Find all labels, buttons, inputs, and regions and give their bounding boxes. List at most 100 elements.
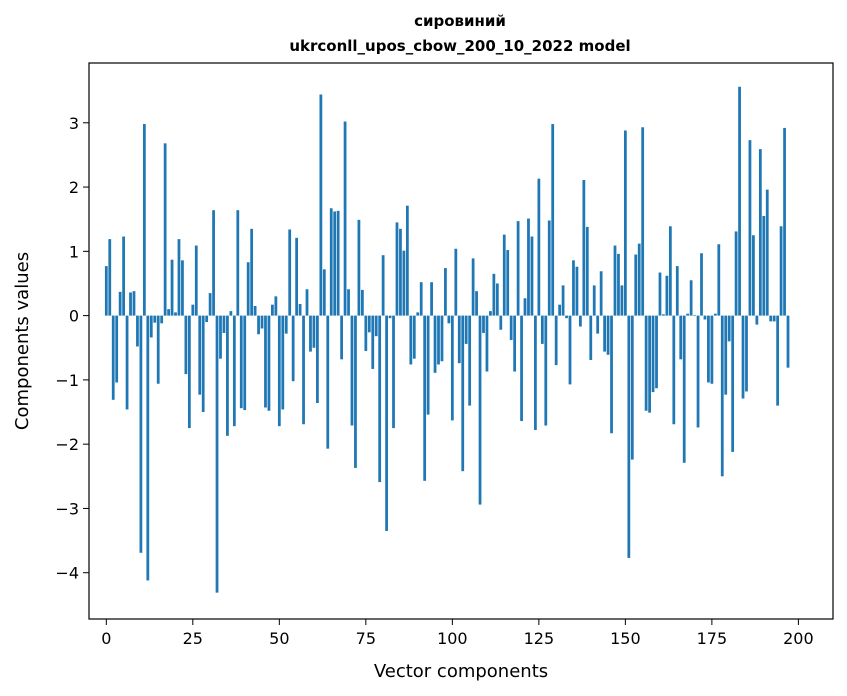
bar-149 [620, 285, 624, 316]
bar-148 [617, 253, 620, 316]
bar-125 [537, 178, 541, 316]
y-axis-ticks: −4 −3 −2 −1 0 1 2 3 [55, 114, 89, 583]
bar-178 [720, 315, 724, 477]
bar-133 [565, 315, 568, 319]
bar-134 [568, 315, 572, 385]
bar-161 [662, 314, 665, 316]
bar-32 [215, 315, 219, 593]
bar-63 [322, 269, 326, 316]
y-tick-label: 1 [69, 242, 79, 261]
bar-60 [312, 315, 316, 348]
plot-frame [88, 62, 834, 620]
bar-103 [461, 315, 465, 472]
bar-185 [745, 315, 748, 392]
bar-96 [437, 315, 440, 365]
bar-177 [717, 244, 721, 316]
bar-82 [388, 315, 392, 319]
bar-190 [762, 215, 766, 316]
bar-143 [599, 271, 603, 316]
bar-118 [513, 315, 517, 372]
bar-29 [205, 315, 209, 323]
x-tick-label: 125 [524, 629, 555, 648]
bar-73 [357, 219, 361, 316]
bar-170 [693, 314, 696, 316]
bar-145 [606, 315, 610, 355]
bar-77 [371, 315, 375, 369]
bar-95 [433, 315, 437, 373]
bar-28 [201, 315, 205, 413]
bar-21 [177, 239, 181, 316]
bar-83 [392, 315, 395, 429]
bar-111 [489, 311, 492, 316]
bar-45 [260, 315, 264, 329]
bar-36 [229, 311, 233, 316]
bar-156 [644, 315, 648, 411]
bar-24 [187, 315, 191, 429]
bar-1 [108, 239, 112, 316]
bar-81 [385, 315, 388, 531]
bar-61 [316, 315, 319, 404]
bar-141 [592, 285, 596, 316]
x-axis-label: Vector components [374, 661, 548, 682]
bar-154 [637, 243, 641, 316]
bar-193 [772, 315, 776, 322]
bar-85 [399, 228, 402, 316]
bar-136 [575, 266, 579, 316]
bar-182 [734, 231, 738, 316]
bar-16 [160, 315, 164, 324]
bar-92 [423, 315, 427, 481]
bar-42 [250, 228, 254, 316]
bar-20 [174, 312, 177, 316]
bar-39 [239, 315, 243, 409]
bar-50 [277, 315, 281, 427]
bar-5 [122, 236, 125, 316]
bar-188 [755, 315, 759, 325]
bar-55 [295, 237, 299, 316]
bar-44 [257, 315, 260, 335]
bar-123 [530, 236, 534, 316]
bar-23 [184, 315, 188, 375]
x-tick-label: 150 [610, 629, 641, 648]
bar-15 [156, 315, 160, 384]
bar-94 [430, 282, 433, 316]
bar-147 [613, 245, 617, 316]
y-axis-label: Components values [12, 252, 33, 430]
bar-11 [142, 124, 146, 316]
bar-173 [703, 315, 707, 320]
x-tick-label: 50 [269, 629, 289, 648]
bar-121 [523, 298, 527, 316]
bar-194 [776, 315, 780, 406]
bar-72 [354, 315, 357, 468]
bar-70 [347, 289, 350, 316]
bar-4 [118, 291, 122, 316]
bar-52 [284, 315, 288, 334]
bar-183 [738, 86, 741, 316]
bar-12 [146, 315, 150, 581]
bar-113 [495, 283, 499, 316]
bar-62 [319, 94, 323, 316]
bar-84 [395, 222, 399, 316]
bar-155 [641, 127, 645, 316]
y-tick-label: −3 [55, 499, 79, 518]
bar-100 [450, 315, 454, 421]
bar-151 [627, 315, 631, 558]
y-tick-label: −4 [55, 564, 79, 583]
bar-64 [326, 315, 330, 449]
x-axis-ticks: 0 25 50 75 100 125 150 175 200 [101, 619, 814, 648]
bar-14 [153, 315, 157, 323]
bar-159 [655, 315, 658, 389]
bar-195 [779, 226, 783, 316]
bar-37 [232, 315, 236, 427]
bar-117 [509, 315, 513, 341]
bar-197 [786, 315, 790, 368]
bar-135 [572, 260, 575, 316]
bar-114 [499, 315, 503, 330]
bar-131 [558, 304, 562, 316]
bar-110 [485, 315, 489, 372]
bar-167 [682, 315, 686, 463]
bar-163 [668, 226, 672, 316]
bar-175 [710, 315, 714, 384]
y-tick-label: −2 [55, 435, 79, 454]
bar-132 [561, 285, 565, 316]
bar-71 [350, 315, 354, 426]
